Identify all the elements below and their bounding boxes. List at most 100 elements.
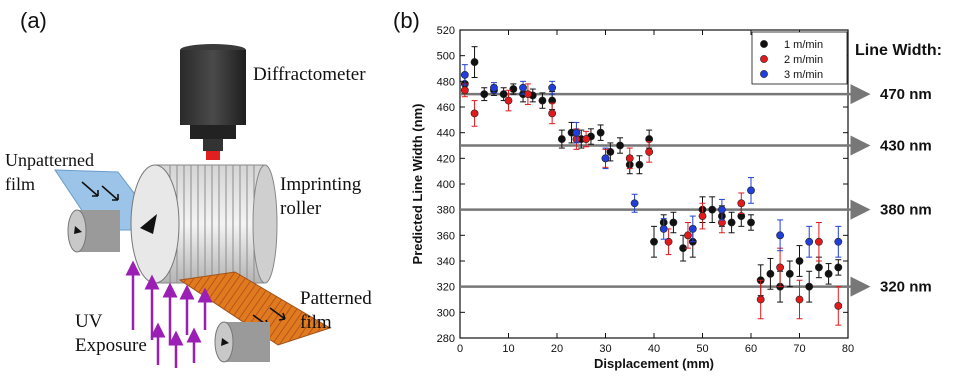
data-point bbox=[625, 154, 634, 163]
panel-a-label: (a) bbox=[20, 8, 47, 33]
data-point bbox=[548, 83, 557, 92]
x-tick-label: 40 bbox=[648, 343, 660, 355]
data-point bbox=[645, 148, 654, 156]
uv-exposure-label-line2: Exposure bbox=[75, 335, 147, 356]
data-point bbox=[470, 109, 479, 118]
y-tick-label: 380 bbox=[437, 205, 455, 217]
unpatterned-film-label-line2: film bbox=[5, 174, 35, 194]
series-1 bbox=[460, 83, 843, 326]
data-point bbox=[756, 295, 765, 304]
uv-exposure-label-line1: UV bbox=[75, 311, 103, 332]
data-point bbox=[669, 218, 678, 227]
x-tick-label: 20 bbox=[551, 343, 563, 355]
data-point bbox=[776, 263, 784, 272]
data-point bbox=[708, 205, 717, 214]
y-tick-label: 500 bbox=[437, 51, 455, 63]
data-point bbox=[499, 90, 508, 99]
reference-label-470: 470 nm bbox=[880, 86, 932, 103]
data-point bbox=[834, 237, 843, 246]
x-tick-label: 70 bbox=[793, 343, 805, 355]
data-point bbox=[601, 154, 610, 163]
series-0 bbox=[460, 46, 843, 303]
patterned-film-label-line2: film bbox=[300, 312, 332, 333]
y-axis-label: Predicted Line Width (nm) bbox=[410, 104, 425, 265]
imprinting-roller-label-line1: Imprinting bbox=[280, 174, 362, 195]
data-point bbox=[688, 225, 697, 233]
line-width-chart: 280 300 320 340 360 380 400 420 440 460 480 500 520 0… bbox=[410, 25, 932, 371]
data-point bbox=[747, 186, 755, 195]
data-point bbox=[805, 237, 814, 246]
data-point bbox=[834, 302, 843, 310]
data-point bbox=[460, 71, 469, 79]
data-point bbox=[815, 237, 823, 246]
reference-label-320: 320 nm bbox=[880, 279, 932, 296]
data-point bbox=[548, 109, 557, 118]
data-point bbox=[718, 205, 726, 214]
panel-b-label: (b) bbox=[393, 8, 420, 33]
data-point bbox=[834, 263, 843, 272]
x-tick-label: 50 bbox=[696, 343, 708, 355]
data-point bbox=[470, 58, 479, 66]
data-point bbox=[635, 160, 644, 169]
x-tick-label: 60 bbox=[745, 343, 757, 355]
reference-label-380: 380 nm bbox=[880, 202, 932, 219]
data-point bbox=[572, 128, 581, 137]
data-point bbox=[747, 218, 755, 227]
data-point bbox=[684, 231, 692, 240]
data-point bbox=[480, 90, 489, 99]
data-point bbox=[795, 257, 804, 265]
data-point bbox=[737, 199, 746, 208]
y-tick-label: 400 bbox=[437, 179, 455, 191]
data-point bbox=[650, 237, 658, 246]
legend-label: 1 m/min bbox=[784, 39, 823, 51]
data-point bbox=[504, 96, 513, 105]
unpatterned-film-label-line1: Unpatterned bbox=[5, 150, 94, 170]
x-axis-label: Displacement (mm) bbox=[594, 356, 714, 371]
line-width-header: Line Width: bbox=[855, 42, 942, 59]
reference-label-430: 430 nm bbox=[880, 138, 932, 155]
y-tick-label: 360 bbox=[437, 230, 455, 242]
data-point bbox=[727, 218, 736, 227]
panel-a-illustration: (a) Diffractometer bbox=[5, 8, 372, 368]
y-tick-label: 340 bbox=[437, 256, 455, 268]
legend-marker bbox=[760, 40, 768, 48]
data-point bbox=[509, 85, 518, 93]
film-direction-arrow-icon bbox=[81, 181, 119, 201]
uv-light-arrows-icon bbox=[125, 260, 213, 368]
y-tick-label: 420 bbox=[437, 153, 455, 165]
take-up-roller-icon bbox=[214, 321, 270, 363]
y-tick-label: 320 bbox=[437, 282, 455, 294]
data-point bbox=[582, 135, 590, 143]
data-point bbox=[805, 282, 814, 291]
imprinting-roller-label-line2: roller bbox=[280, 198, 322, 219]
data-point bbox=[596, 128, 605, 137]
data-point bbox=[698, 212, 707, 220]
legend-marker bbox=[760, 55, 768, 63]
data-point bbox=[490, 83, 498, 92]
data-point bbox=[460, 86, 469, 95]
patterned-film-label-line1: Patterned bbox=[300, 288, 372, 309]
data-point bbox=[630, 199, 639, 208]
data-point bbox=[616, 141, 624, 150]
diffractometer-label: Diffractometer bbox=[253, 64, 366, 85]
data-point bbox=[815, 263, 823, 272]
diffractometer-icon bbox=[180, 44, 246, 160]
data-point bbox=[776, 231, 784, 240]
series-2 bbox=[460, 64, 843, 258]
y-tick-label: 440 bbox=[437, 128, 455, 140]
legend-label: 3 m/min bbox=[784, 69, 823, 81]
data-point bbox=[606, 148, 615, 156]
y-tick-label: 460 bbox=[437, 102, 455, 114]
data-point bbox=[538, 96, 547, 105]
data-point bbox=[824, 269, 833, 278]
imprinting-roller-icon bbox=[130, 164, 278, 284]
legend-marker bbox=[760, 70, 768, 78]
legend-label: 2 m/min bbox=[784, 54, 823, 66]
data-point bbox=[557, 135, 566, 143]
legend-box bbox=[751, 31, 848, 85]
y-tick-label: 520 bbox=[437, 25, 455, 37]
data-point bbox=[664, 237, 673, 246]
y-tick-label: 300 bbox=[437, 307, 455, 319]
data-point bbox=[766, 269, 775, 278]
